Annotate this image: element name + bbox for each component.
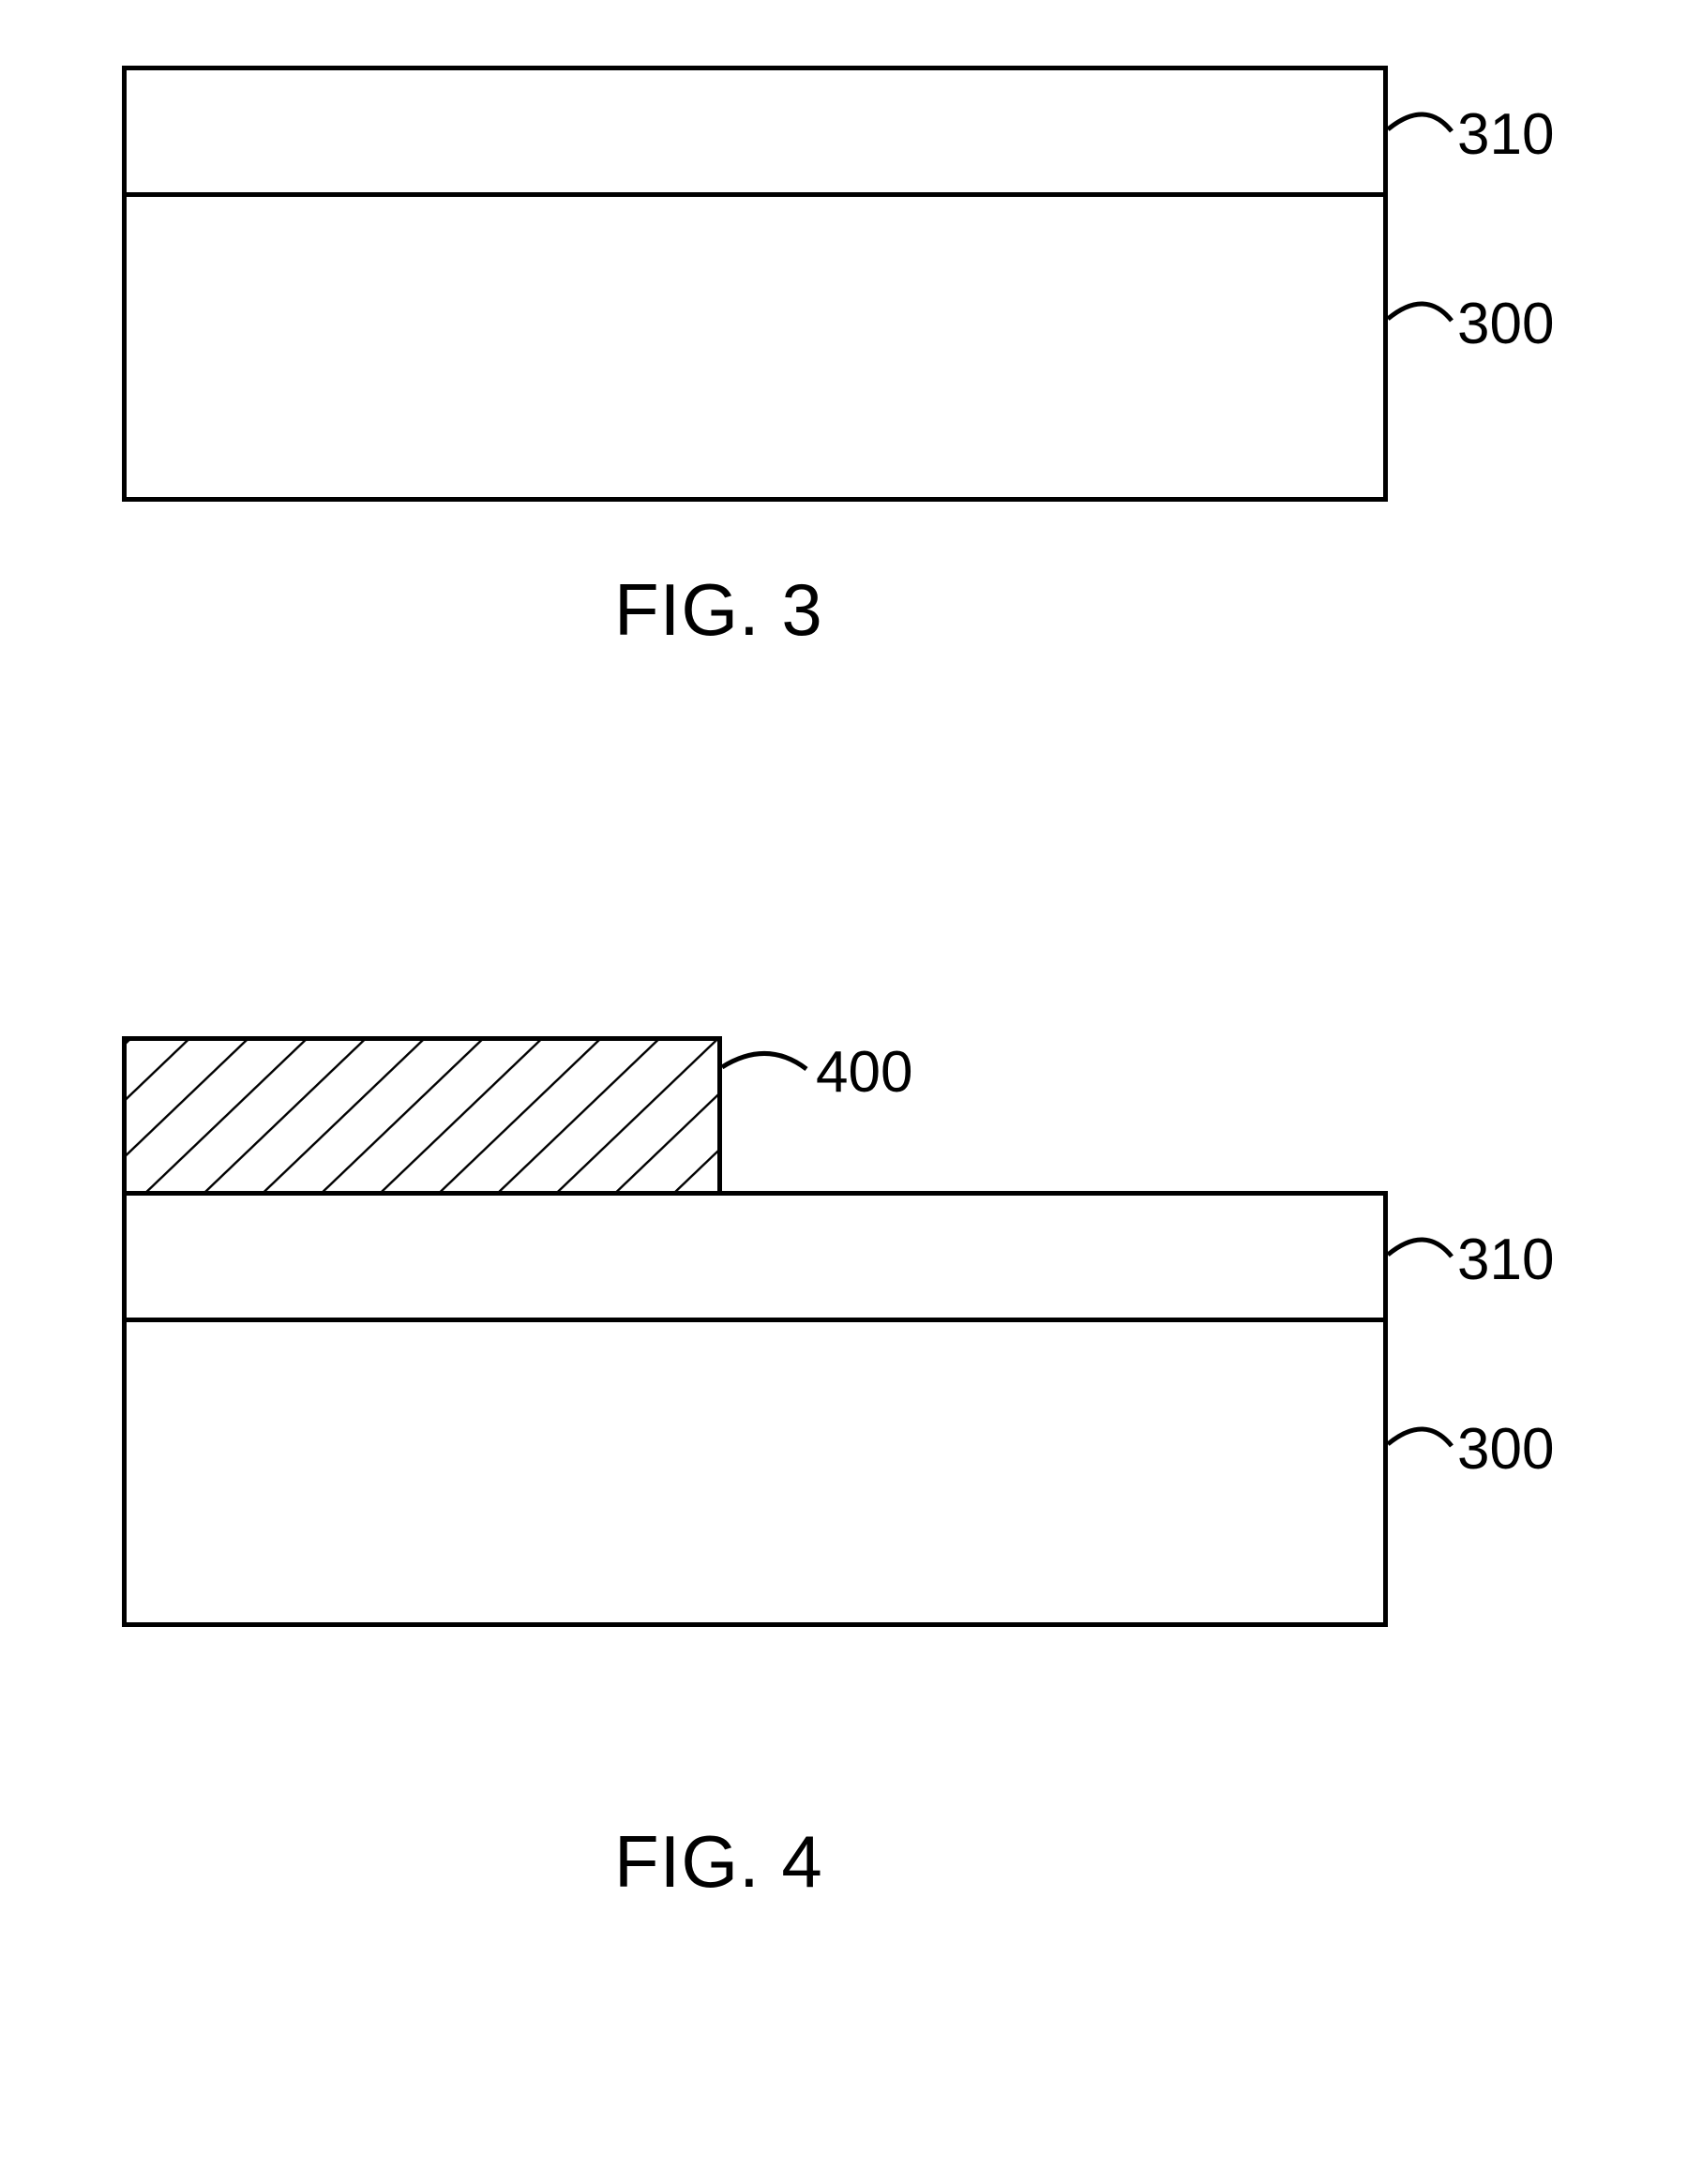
fig4-hatched-block (122, 1036, 722, 1196)
fig4-layer-bottom (122, 1318, 1388, 1627)
fig4-label-310: 310 (1457, 1227, 1554, 1293)
fig4-layer-top (122, 1191, 1388, 1322)
fig3-caption: FIG. 3 (614, 567, 823, 653)
fig4-label-400: 400 (816, 1039, 912, 1106)
fig3-label-310: 310 (1457, 101, 1554, 168)
fig4-caption: FIG. 4 (614, 1819, 823, 1905)
fig4-label-300: 300 (1457, 1416, 1554, 1483)
fig3-layer-top (122, 66, 1388, 197)
fig3-layer-bottom (122, 192, 1388, 502)
fig3-label-300: 300 (1457, 291, 1554, 357)
page: 310 300 FIG. 3 400 310 300 FIG. 4 (0, 0, 1687, 2184)
hatch-pattern-svg (127, 1041, 717, 1191)
